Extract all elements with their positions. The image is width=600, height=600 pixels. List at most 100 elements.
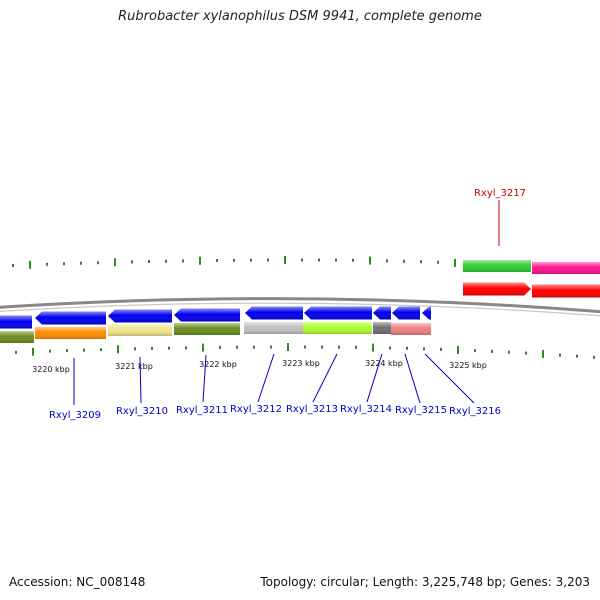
- minor-tick: [219, 345, 221, 349]
- gene-label-Rxyl_3211[interactable]: Rxyl_3211: [176, 405, 228, 416]
- minor-tick: [12, 263, 14, 267]
- minor-tick: [83, 348, 85, 352]
- topology-text: Topology: circular; Length: 3,225,748 bp…: [260, 575, 590, 589]
- major-tick: [542, 350, 544, 359]
- genome-backbone-inner: [0, 302, 600, 317]
- cog-bar-shade: [0, 331, 34, 343]
- minor-tick: [576, 354, 578, 358]
- gene-arrow-shade: [245, 306, 303, 320]
- minor-tick: [182, 259, 184, 263]
- major-tick: [114, 258, 116, 267]
- minor-tick: [318, 258, 320, 262]
- gene-leader-line: [424, 353, 475, 404]
- minor-tick: [423, 347, 425, 351]
- minor-tick: [491, 349, 493, 353]
- gene-arrow-shade: [463, 282, 531, 296]
- minor-tick: [267, 258, 269, 262]
- minor-tick: [304, 345, 306, 349]
- cog-bar-shade: [174, 323, 240, 335]
- minor-tick: [233, 258, 235, 262]
- kbp-label: 3224 kbp: [365, 359, 403, 368]
- gene-label-Rxyl_3217[interactable]: Rxyl_3217: [474, 188, 526, 199]
- minor-tick: [321, 345, 323, 349]
- minor-tick: [301, 258, 303, 262]
- gene-label-Rxyl_3213[interactable]: Rxyl_3213: [286, 404, 338, 415]
- minor-tick: [420, 260, 422, 264]
- minor-tick: [148, 260, 150, 264]
- gene-arrow-shade: [422, 306, 431, 320]
- minor-tick: [134, 347, 136, 351]
- minor-tick: [131, 260, 133, 264]
- gene-arrow-shade: [0, 315, 32, 329]
- minor-tick: [437, 260, 439, 264]
- gene-leader-line: [202, 354, 207, 403]
- minor-tick: [386, 259, 388, 263]
- major-tick: [457, 345, 459, 354]
- gene-arrow-shade: [373, 306, 391, 320]
- gene-leader-line: [139, 356, 142, 404]
- kbp-scale: 3220 kbp 3221 kbp 3222 kbp 3223 kbp 3224 kbp…: [32, 359, 487, 374]
- gene-arrow-shade: [392, 306, 420, 320]
- major-tick: [372, 343, 374, 352]
- cog-bar-shade: [35, 327, 106, 339]
- major-tick: [369, 256, 371, 265]
- minor-tick: [100, 348, 102, 352]
- minor-tick: [80, 261, 82, 265]
- minor-tick: [15, 350, 17, 354]
- minor-tick: [236, 345, 238, 349]
- minor-tick: [403, 259, 405, 263]
- minor-tick: [250, 258, 252, 262]
- cog-bar-shade: [373, 322, 391, 334]
- gene-label-Rxyl_3215[interactable]: Rxyl_3215: [395, 405, 447, 416]
- minor-tick: [508, 350, 510, 354]
- minor-tick: [559, 353, 561, 357]
- gene-leader-line: [257, 353, 275, 403]
- major-tick: [29, 260, 31, 269]
- gene-label-Rxyl_3209[interactable]: Rxyl_3209: [49, 410, 101, 421]
- gene-arrow-shade: [532, 284, 600, 298]
- minor-tick: [97, 261, 99, 265]
- minor-tick: [338, 345, 340, 349]
- gene-label-Rxyl_3214[interactable]: Rxyl_3214: [340, 404, 392, 415]
- minor-tick: [168, 346, 170, 350]
- gene-arrow-shade: [35, 311, 106, 325]
- minor-tick: [593, 355, 595, 359]
- gene-arrow-shade: [304, 306, 372, 320]
- kbp-label: 3220 kbp: [32, 365, 70, 374]
- minor-tick: [270, 345, 272, 349]
- minor-tick: [151, 346, 153, 350]
- kbp-label: 3223 kbp: [282, 359, 320, 368]
- kbp-label: 3225 kbp: [449, 361, 487, 370]
- genome-title: Rubrobacter xylanophilus DSM 9941, compl…: [118, 9, 482, 24]
- cog-color-track: [0, 260, 600, 343]
- kbp-label: 3221 kbp: [115, 362, 153, 371]
- gene-labels: Rxyl_3209 Rxyl_3210 Rxyl_3211 Rxyl_3212 Rxyl…: [49, 188, 526, 421]
- major-tick: [284, 256, 286, 265]
- cog-bar-shade: [532, 262, 600, 274]
- gene-label-Rxyl_3210[interactable]: Rxyl_3210: [116, 406, 168, 417]
- cog-bar-shade: [463, 260, 531, 272]
- cog-bar-shade: [108, 324, 172, 336]
- cog-bar-shade: [303, 322, 372, 334]
- minor-tick: [355, 345, 357, 349]
- gene-leader-line: [366, 353, 383, 403]
- major-tick: [199, 256, 201, 265]
- major-tick: [32, 347, 34, 356]
- major-tick: [202, 343, 204, 352]
- minor-tick: [216, 258, 218, 262]
- minor-tick: [440, 347, 442, 351]
- minor-tick: [389, 346, 391, 350]
- minor-tick: [165, 259, 167, 263]
- genome-backbone: [0, 297, 600, 314]
- gene-label-Rxyl_3216[interactable]: Rxyl_3216: [449, 406, 501, 417]
- inner-tick-track: [15, 343, 595, 359]
- minor-tick: [46, 262, 48, 266]
- minor-tick: [185, 346, 187, 350]
- gene-leader-line: [404, 353, 421, 404]
- gene-label-Rxyl_3212[interactable]: Rxyl_3212: [230, 404, 282, 415]
- major-tick: [454, 258, 456, 267]
- minor-tick: [525, 351, 527, 355]
- gene-leader-line: [312, 353, 338, 403]
- gene-arrow-shade: [174, 308, 240, 322]
